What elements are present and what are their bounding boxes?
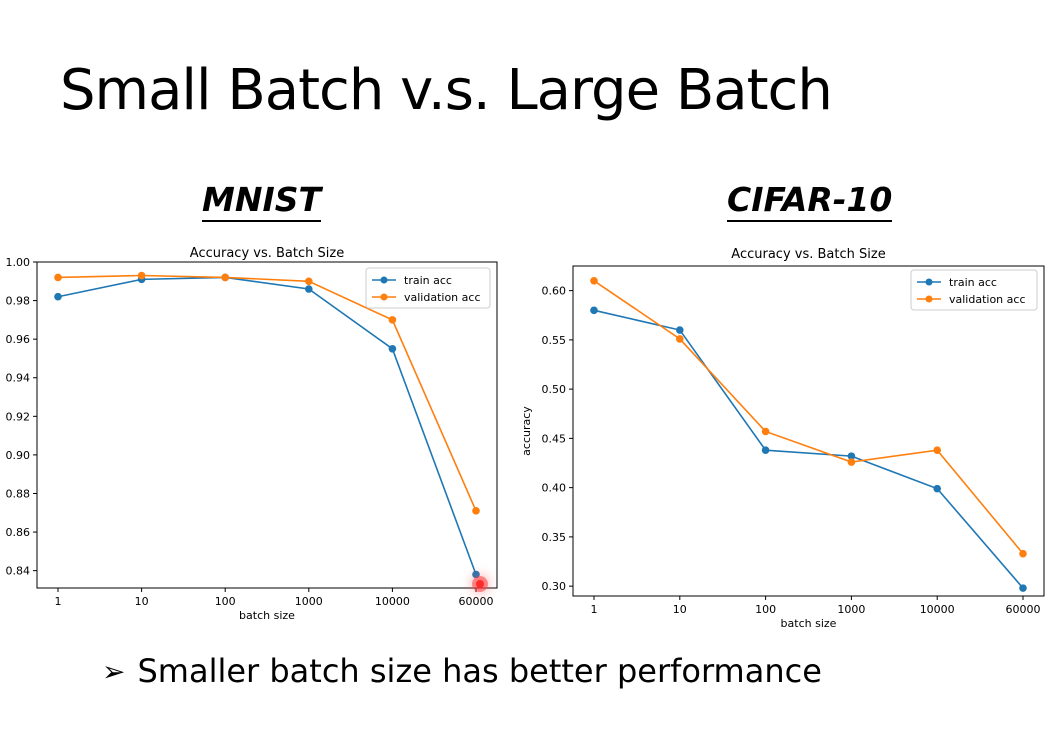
series-line-train-acc bbox=[57, 276, 477, 575]
slide-title: Small Batch v.s. Large Batch bbox=[60, 58, 833, 123]
series-line-train-acc bbox=[593, 309, 1024, 589]
x-tick-label: 100 bbox=[755, 603, 776, 616]
data-point bbox=[137, 271, 146, 280]
y-tick-label: 0.96 bbox=[6, 333, 31, 346]
chart-cifar-10: Accuracy vs. Batch Size 1 10 100 1000 10000 60… bbox=[520, 247, 1045, 630]
data-point bbox=[590, 306, 598, 315]
data-point bbox=[933, 484, 941, 493]
x-tick-label: 1000 bbox=[295, 595, 323, 608]
x-axis-label: batch size bbox=[239, 609, 295, 622]
plot-frame bbox=[572, 265, 1045, 597]
data-point bbox=[388, 345, 397, 353]
x-tick-label: 10 bbox=[673, 603, 687, 616]
x-tick-label: 1000 bbox=[837, 603, 865, 616]
y-tick-label: 0.45 bbox=[542, 432, 567, 445]
legend-swatch-marker bbox=[925, 278, 933, 286]
y-tick-label: 0.40 bbox=[542, 482, 567, 495]
data-point bbox=[933, 446, 941, 455]
legend-label: validation acc bbox=[949, 293, 1026, 306]
data-point bbox=[847, 458, 856, 466]
legend-box bbox=[365, 267, 491, 309]
x-tick-label: 10 bbox=[135, 595, 149, 608]
data-point bbox=[305, 277, 313, 286]
x-tick-label: 1 bbox=[591, 603, 598, 616]
y-tick-label: 0.35 bbox=[542, 531, 567, 544]
dataset-title-mnist: MNIST bbox=[202, 180, 322, 222]
legend-label: train acc bbox=[404, 274, 452, 287]
x-tick-label: 100 bbox=[215, 595, 236, 608]
legend-label: train acc bbox=[949, 276, 997, 289]
data-point bbox=[676, 335, 684, 343]
data-point bbox=[472, 507, 480, 515]
x-tick-label: 10000 bbox=[375, 595, 410, 608]
x-axis-label: batch size bbox=[781, 617, 837, 630]
y-tick-label: 0.60 bbox=[542, 285, 567, 298]
legend-swatch-marker bbox=[380, 276, 388, 284]
chart-title: Accuracy vs. Batch Size bbox=[190, 246, 344, 261]
series-line-validation-acc bbox=[57, 274, 477, 512]
data-point bbox=[1019, 549, 1027, 558]
bullet-point: ➢ Smaller batch size has better performa… bbox=[102, 652, 822, 690]
x-tick-label: 60000 bbox=[459, 595, 494, 608]
data-point bbox=[761, 427, 770, 436]
x-tick-label: 10000 bbox=[920, 603, 955, 616]
y-axis-label: accuracy bbox=[520, 406, 533, 456]
data-point bbox=[761, 446, 770, 455]
legend-swatch-marker bbox=[380, 293, 388, 301]
y-tick-label: 0.86 bbox=[6, 526, 31, 539]
data-point bbox=[847, 452, 856, 460]
data-point bbox=[305, 285, 313, 293]
dataset-title-cifar10: CIFAR-10 bbox=[727, 180, 893, 222]
data-point bbox=[221, 273, 229, 282]
data-point bbox=[676, 326, 684, 334]
y-tick-label: 0.94 bbox=[6, 372, 31, 385]
y-tick-label: 0.90 bbox=[6, 449, 31, 462]
plot-frame bbox=[36, 261, 498, 589]
data-point bbox=[54, 273, 62, 282]
arrowhead-bullet-icon: ➢ bbox=[102, 654, 126, 688]
x-tick-label: 60000 bbox=[1006, 603, 1041, 616]
data-point bbox=[472, 570, 480, 579]
y-tick-label: 1.00 bbox=[6, 256, 31, 269]
y-tick-label: 0.92 bbox=[6, 410, 31, 423]
data-point bbox=[1019, 584, 1027, 592]
x-tick-label: 1 bbox=[55, 595, 62, 608]
legend-swatch-marker bbox=[925, 295, 933, 303]
y-tick-label: 0.98 bbox=[6, 295, 31, 308]
y-tick-label: 0.30 bbox=[542, 580, 567, 593]
legend-label: validation acc bbox=[404, 291, 481, 304]
legend-box bbox=[910, 269, 1038, 311]
y-tick-label: 0.55 bbox=[542, 334, 567, 347]
series-line-validation-acc bbox=[593, 280, 1024, 555]
cursor-highlight bbox=[476, 580, 484, 588]
bullet-text: Smaller batch size has better performanc… bbox=[137, 652, 822, 690]
y-tick-label: 0.84 bbox=[6, 565, 31, 578]
y-tick-label: 0.88 bbox=[6, 487, 31, 500]
data-point bbox=[388, 316, 397, 324]
data-point bbox=[590, 276, 598, 285]
y-tick-label: 0.50 bbox=[542, 383, 567, 396]
data-point bbox=[54, 292, 62, 301]
chart-title: Accuracy vs. Batch Size bbox=[731, 247, 885, 262]
chart-mnist: Accuracy vs. Batch Size 1 10 100 1000 10000 60… bbox=[6, 246, 498, 622]
